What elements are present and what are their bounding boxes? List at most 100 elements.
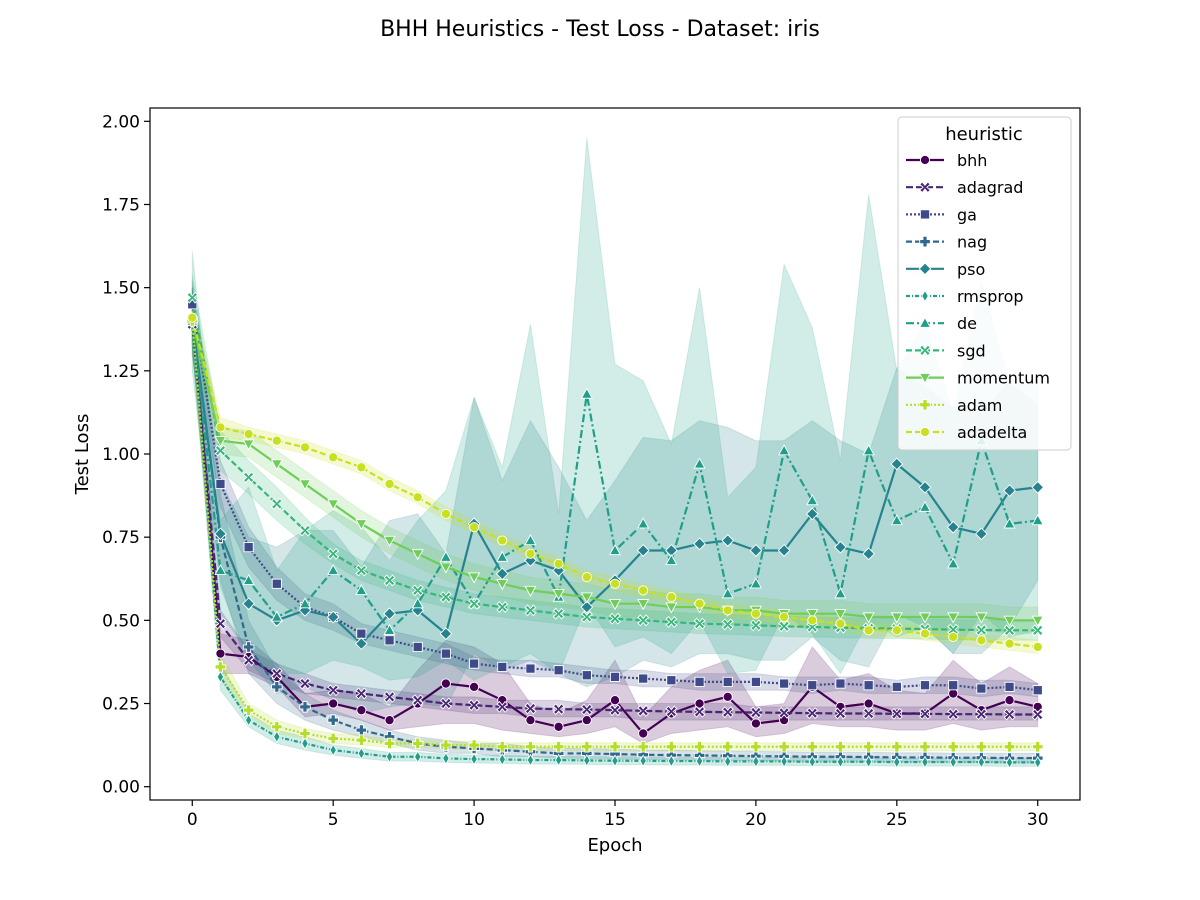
point-de: [355, 583, 368, 595]
point-sgd: [468, 597, 481, 610]
point-ga: [666, 675, 677, 686]
point-adagrad: [721, 706, 734, 719]
point-adagrad: [947, 708, 960, 721]
point-de: [918, 500, 932, 512]
point-sgd: [693, 617, 706, 630]
point-ga: [525, 663, 536, 674]
point-adadelta: [553, 558, 564, 569]
point-adam: [665, 741, 678, 753]
point-rmsprop: [583, 753, 591, 767]
point-rmsprop: [1033, 755, 1042, 769]
point-adadelta: [638, 585, 649, 596]
legend-box: [897, 116, 1072, 451]
point-momentum: [327, 499, 340, 511]
point-sgd: [186, 291, 199, 304]
point-sgd: [327, 547, 340, 560]
point-de: [270, 610, 283, 622]
point-rmsprop: [611, 754, 619, 768]
point-adagrad: [355, 687, 368, 700]
point-adagrad: [806, 707, 819, 720]
point-de: [749, 577, 762, 589]
point-adam: [806, 741, 819, 753]
point-sgd: [214, 444, 227, 457]
point-ga: [1032, 685, 1043, 696]
point-adam: [891, 741, 903, 753]
point-sgd: [1003, 624, 1016, 637]
point-pso: [918, 480, 932, 494]
legend-marker: [919, 209, 931, 220]
point-sgd: [1031, 624, 1044, 637]
point-adadelta: [525, 548, 536, 559]
legend-label: sgd: [957, 341, 986, 360]
point-pso: [862, 547, 876, 561]
point-adam: [355, 734, 368, 746]
y-tick-label: 2.00: [102, 112, 140, 132]
band-pso: [191, 287, 1039, 715]
point-adadelta: [919, 628, 931, 639]
y-tick-label: 1.50: [102, 279, 140, 299]
x-axis-label: Epoch: [587, 835, 642, 856]
legend-label: pso: [957, 260, 985, 279]
point-ga: [919, 680, 931, 691]
legend-label: rmsprop: [957, 287, 1024, 306]
point-adagrad: [383, 690, 396, 703]
point-adadelta: [328, 452, 339, 463]
point-adam: [411, 737, 424, 750]
point-ga: [750, 676, 761, 687]
point-pso: [354, 637, 368, 651]
point-adadelta: [750, 608, 761, 619]
point-de: [665, 554, 678, 566]
point-bhh: [525, 715, 536, 726]
point-de: [524, 534, 537, 546]
point-sgd: [552, 607, 565, 620]
point-pso: [636, 544, 650, 557]
point-rmsprop: [977, 755, 986, 769]
point-adam: [299, 727, 311, 740]
point-adagrad: [552, 703, 565, 716]
point-momentum: [524, 585, 537, 597]
point-adam: [552, 741, 565, 753]
point-bhh: [553, 721, 564, 732]
point-adam: [214, 661, 227, 673]
point-adagrad: [411, 694, 424, 707]
point-ga: [948, 680, 959, 691]
point-nag: [271, 681, 283, 693]
point-pso: [693, 537, 706, 551]
point-adagrad: [693, 705, 706, 718]
point-rmsprop: [216, 670, 225, 684]
legend-title: heuristic: [945, 124, 1023, 145]
legend-label: nag: [957, 233, 987, 252]
legend-item-momentum: momentum: [906, 369, 1050, 388]
point-de: [411, 597, 424, 609]
point-adadelta: [779, 611, 790, 623]
point-adadelta: [440, 508, 451, 519]
point-momentum: [862, 612, 875, 624]
point-ga: [863, 680, 874, 691]
point-ga: [271, 578, 282, 589]
point-rmsprop: [498, 752, 507, 766]
y-tick-label: 1.00: [102, 445, 140, 465]
point-adadelta: [469, 522, 480, 533]
legend-item-nag: nag: [906, 233, 987, 252]
point-adagrad: [327, 684, 340, 697]
point-adagrad: [919, 707, 931, 720]
point-adadelta: [835, 618, 846, 629]
point-rmsprop: [244, 713, 253, 727]
y-tick-label: 0.50: [102, 611, 140, 631]
point-de: [496, 550, 509, 562]
point-rmsprop: [808, 755, 817, 769]
point-sgd: [637, 614, 650, 627]
point-adadelta: [243, 428, 254, 440]
point-bhh: [581, 715, 592, 726]
point-adadelta: [1004, 638, 1015, 649]
point-rmsprop: [526, 753, 535, 767]
x-tick-label: 30: [1027, 810, 1049, 830]
x-axis: 0 5 10 15 20 25 30: [187, 800, 1049, 830]
point-pso: [777, 544, 791, 557]
point-adadelta: [609, 578, 621, 589]
point-pso: [326, 610, 340, 624]
point-nag: [327, 714, 339, 726]
point-adam: [242, 704, 255, 716]
legend-item-ga: ga: [906, 205, 977, 224]
x-tick-label: 0: [187, 810, 198, 830]
